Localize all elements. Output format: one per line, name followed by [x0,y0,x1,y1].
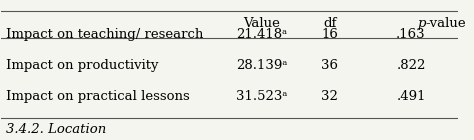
Text: -value: -value [426,18,466,31]
Text: 16: 16 [321,28,338,41]
Text: 3.4.2. Location: 3.4.2. Location [6,123,106,136]
Text: Value: Value [243,18,280,31]
Text: 32: 32 [321,90,338,103]
Text: Impact on teaching/ research: Impact on teaching/ research [6,28,203,41]
Text: .491: .491 [396,90,426,103]
Text: 28.139ᵃ: 28.139ᵃ [236,59,287,72]
Text: p: p [417,18,426,31]
Text: .822: .822 [396,59,426,72]
Text: Impact on productivity: Impact on productivity [6,59,158,72]
Text: 31.523ᵃ: 31.523ᵃ [236,90,287,103]
Text: df: df [323,18,337,31]
Text: .163: .163 [396,28,426,41]
Text: 21.418ᵃ: 21.418ᵃ [236,28,287,41]
Text: Impact on practical lessons: Impact on practical lessons [6,90,190,103]
Text: 36: 36 [321,59,338,72]
